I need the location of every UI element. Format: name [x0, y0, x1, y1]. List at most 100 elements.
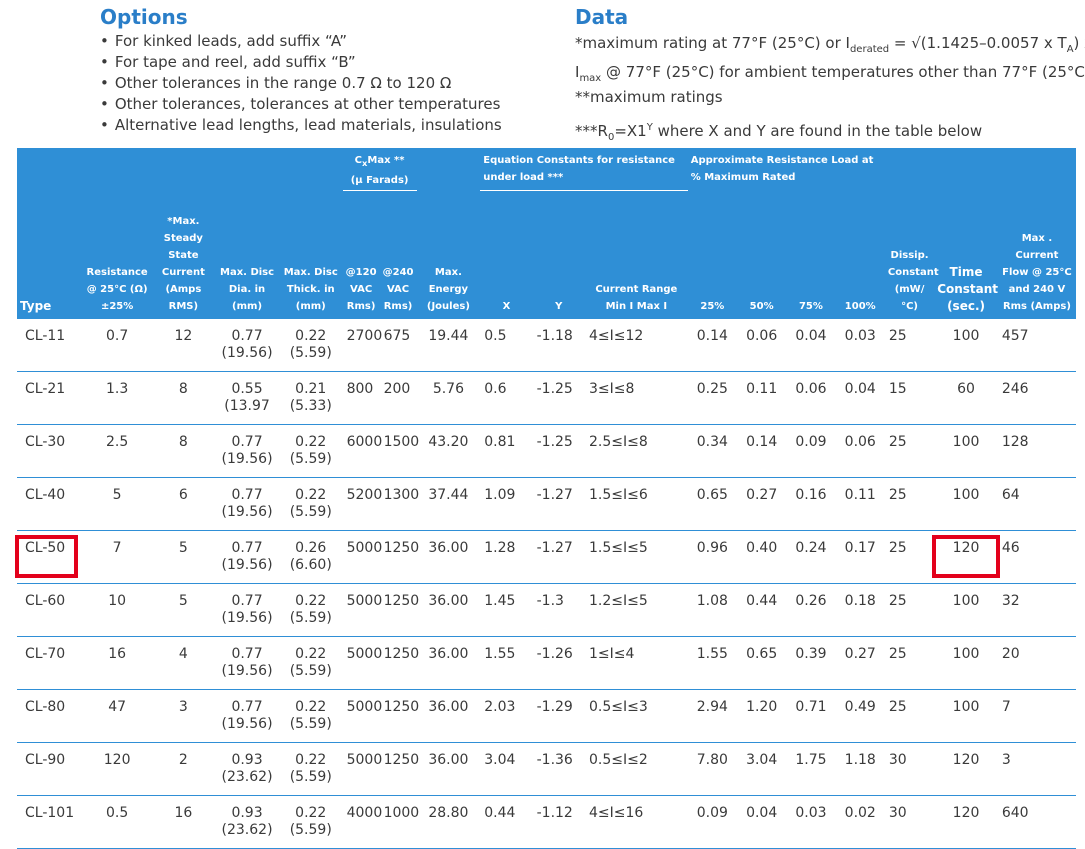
table-row: CL-30 2.5 8 0.77 (19.56) 0.22 (5.59) 6000 1500 43… — [17, 424, 1076, 478]
cell-energy: 5.76 — [416, 371, 481, 425]
options-item: Other tolerances in the range 0.7 Ω to 1… — [100, 73, 502, 94]
cell-100pct: 0.27 — [835, 636, 885, 690]
cell-disc-dia: 0.77 (19.56) — [215, 583, 279, 637]
header-current: *Max. Steady State Current (Amps RMS) — [151, 190, 216, 319]
cell-cx-240: 675 — [379, 319, 417, 372]
cell-resistance: 5 — [82, 477, 152, 531]
cell-y: -1.27 — [532, 477, 585, 531]
cell-disc-dia: 0.77 (19.56) — [215, 636, 279, 690]
cell-x: 2.03 — [480, 689, 533, 743]
cell-100pct: 0.02 — [835, 795, 885, 849]
cell-cx-240: 1000 — [379, 795, 419, 849]
cell-resistance: 16 — [82, 636, 152, 690]
cell-current: 16 — [151, 795, 216, 849]
cell-cx-120: 5000 — [342, 583, 382, 637]
cell-max-current-flow: 64 — [997, 477, 1076, 531]
cell-max-current-flow: 7 — [997, 689, 1076, 743]
cell-type: CL-101 — [17, 795, 83, 849]
cell-cx-240: 1250 — [379, 636, 419, 690]
table-row: CL-70 16 4 0.77 (19.56) 0.22 (5.59) 5000 1250 36.… — [17, 636, 1076, 690]
cell-resistance: 7 — [82, 530, 152, 584]
cell-75pct: 0.04 — [786, 319, 836, 372]
cell-25pct: 0.34 — [687, 424, 737, 478]
cell-type: CL-21 — [17, 371, 83, 425]
options-title: Options — [100, 5, 188, 29]
cell-75pct: 0.71 — [786, 689, 836, 743]
cell-disc-thick: 0.21 (5.33) — [278, 371, 343, 425]
cell-cx-120: 5000 — [342, 689, 382, 743]
cell-disc-thick: 0.22 (5.59) — [278, 636, 343, 690]
cell-25pct: 1.55 — [687, 636, 737, 690]
cell-current-range: 0.5≤I≤2 — [584, 742, 688, 796]
header-x: X — [480, 190, 533, 319]
cell-dissip: 30 — [884, 742, 935, 796]
cell-type: CL-30 — [17, 424, 83, 478]
cell-50pct: 0.40 — [737, 530, 787, 584]
cell-resistance: 0.7 — [82, 319, 152, 372]
cell-dissip: 30 — [884, 795, 935, 849]
data-note-max-ratings: **maximum ratings — [575, 88, 723, 106]
options-item: For tape and reel, add suffix “B” — [100, 52, 502, 73]
cell-current-range: 3≤I≤8 — [584, 371, 688, 425]
cell-dissip: 25 — [884, 583, 935, 637]
thermistor-spec-table: CxMax ** (μ Farads) Equation Constants f… — [17, 148, 1076, 849]
cell-resistance: 120 — [82, 742, 152, 796]
cell-time-constant: 100 — [934, 424, 998, 478]
cell-disc-thick: 0.22 (5.59) — [278, 424, 343, 478]
cell-resistance: 47 — [82, 689, 152, 743]
cell-cx-120: 5200 — [342, 477, 382, 531]
header-energy: Max. Energy (Joules) — [416, 190, 481, 319]
cell-current-range: 0.5≤I≤3 — [584, 689, 688, 743]
cell-25pct: 0.14 — [687, 319, 737, 372]
cell-type: CL-60 — [17, 583, 83, 637]
cell-75pct: 0.09 — [786, 424, 836, 478]
cell-disc-dia: 0.77 (19.56) — [215, 530, 279, 584]
cell-cx-120: 5000 — [342, 636, 382, 690]
table-row: CL-50 7 5 0.77 (19.56) 0.26 (6.60) 5000 1250 36.0… — [17, 530, 1076, 584]
table-row: CL-11 0.7 12 0.77 (19.56) 0.22 (5.59) 2700 675 19… — [17, 319, 1076, 372]
cell-type: CL-11 — [17, 319, 83, 372]
cell-dissip: 25 — [884, 689, 935, 743]
data-note-derated: *maximum rating at 77°F (25°C) or Iderat… — [575, 34, 1085, 84]
cell-time-constant: 100 — [934, 689, 998, 743]
cell-75pct: 1.75 — [786, 742, 836, 796]
cell-time-constant: 60 — [934, 371, 998, 425]
options-item: For kinked leads, add suffix “A” — [100, 31, 502, 52]
header-spacer-energy — [416, 148, 481, 190]
cell-cx-240: 1250 — [379, 530, 419, 584]
cell-max-current-flow: 128 — [997, 424, 1076, 478]
cell-x: 1.55 — [480, 636, 533, 690]
header-spacer — [17, 148, 343, 190]
cell-x: 1.09 — [480, 477, 533, 531]
cell-50pct: 0.11 — [737, 371, 787, 425]
header-disc-dia: Max. Disc Dia. in (mm) — [215, 190, 279, 319]
cell-disc-dia: 0.55 (13.97 — [215, 371, 279, 425]
header-cx-240: @240 VAC Rms) — [379, 190, 417, 319]
cell-current-range: 1.2≤I≤5 — [584, 583, 688, 637]
cell-time-constant: 100 — [934, 477, 998, 531]
cell-dissip: 25 — [884, 636, 935, 690]
cell-disc-dia: 0.77 (19.56) — [215, 424, 279, 478]
header-y: Y — [532, 190, 585, 319]
cell-time-constant: 100 — [934, 583, 998, 637]
cell-y: -1.12 — [532, 795, 585, 849]
cell-75pct: 0.06 — [786, 371, 836, 425]
cell-50pct: 0.27 — [737, 477, 787, 531]
cell-type: CL-90 — [17, 742, 83, 796]
header-time-constant: Time Constant (sec.) — [934, 190, 998, 319]
cell-50pct: 1.20 — [737, 689, 787, 743]
cell-dissip: 25 — [884, 424, 935, 478]
cell-energy: 19.44 — [416, 319, 481, 372]
cell-max-current-flow: 32 — [997, 583, 1076, 637]
cell-x: 1.45 — [480, 583, 533, 637]
header-cx-120: @120 VAC Rms) — [342, 190, 380, 319]
cell-y: -1.29 — [532, 689, 585, 743]
cell-dissip: 25 — [884, 477, 935, 531]
header-current-range: Current Range Min I Max I — [584, 190, 688, 319]
cell-25pct: 0.65 — [687, 477, 737, 531]
cell-disc-thick: 0.22 (5.59) — [278, 689, 343, 743]
table-row: CL-21 1.3 8 0.55 (13.97 0.21 (5.33) 800 200 5.76 0… — [17, 371, 1076, 425]
cell-current-range: 1.5≤I≤6 — [584, 477, 688, 531]
cell-current-range: 4≤I≤16 — [584, 795, 688, 849]
cell-disc-thick: 0.22 (5.59) — [278, 742, 343, 796]
